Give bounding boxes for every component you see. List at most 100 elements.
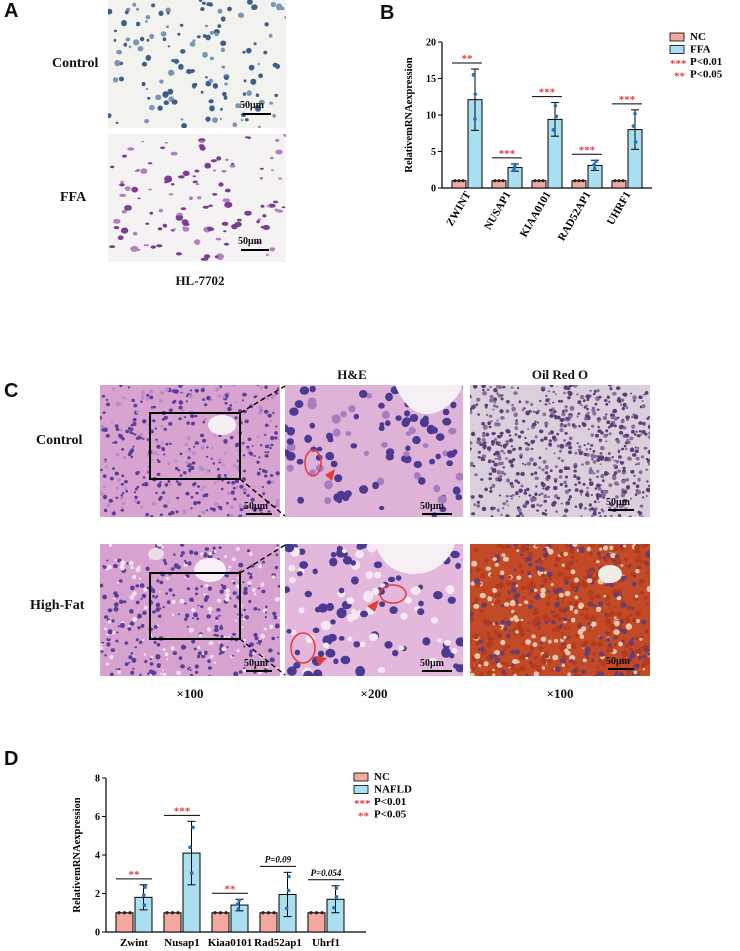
cell	[231, 557, 236, 562]
cell	[632, 652, 636, 655]
cell	[636, 619, 640, 623]
cell	[647, 462, 650, 466]
cell	[207, 428, 210, 430]
cell	[552, 654, 559, 661]
cell	[536, 666, 542, 672]
cell	[137, 626, 141, 630]
cell	[189, 669, 192, 672]
cell	[230, 505, 234, 509]
cell	[164, 561, 168, 566]
cell	[553, 563, 558, 568]
cell	[187, 561, 192, 566]
cell	[208, 78, 214, 83]
cell	[637, 555, 641, 559]
cell	[604, 617, 612, 625]
cell	[503, 647, 507, 652]
cell	[616, 469, 620, 472]
cell	[518, 564, 523, 569]
cell	[205, 34, 211, 41]
cell	[275, 553, 279, 557]
cell	[601, 509, 605, 513]
cell	[187, 667, 190, 671]
cell	[606, 613, 611, 618]
cell	[275, 138, 280, 142]
cell	[532, 410, 535, 413]
cell	[378, 402, 385, 409]
cell	[237, 12, 245, 18]
cell	[632, 481, 636, 485]
cell	[229, 435, 234, 440]
cell	[574, 559, 579, 563]
x-tick-label-nusap1: Nusap1	[164, 937, 199, 949]
cell	[587, 442, 590, 445]
cell	[171, 99, 178, 105]
cell	[128, 655, 133, 660]
cell	[638, 470, 643, 475]
cell	[147, 96, 151, 100]
cell	[591, 458, 594, 461]
cell	[518, 446, 522, 451]
cell	[535, 560, 538, 563]
cell	[533, 623, 537, 627]
cell	[186, 464, 191, 468]
cell	[207, 226, 213, 230]
cell	[497, 443, 500, 446]
cell	[540, 636, 547, 642]
cell	[544, 620, 549, 624]
cell	[257, 587, 260, 590]
cell	[304, 590, 312, 598]
cell	[478, 494, 482, 498]
cell	[163, 504, 168, 508]
cell	[385, 392, 393, 402]
cell	[632, 395, 637, 400]
cell	[587, 601, 594, 607]
cell	[556, 587, 564, 593]
cell	[558, 469, 563, 474]
panel-b-letter: B	[380, 2, 395, 24]
cell	[529, 457, 534, 462]
cell	[567, 635, 572, 640]
cell	[483, 588, 486, 591]
cell	[110, 165, 115, 169]
cell	[119, 183, 125, 187]
cell	[554, 479, 558, 483]
cell	[512, 458, 516, 462]
cell	[130, 455, 134, 459]
x-tick-label-zwint: Zwint	[120, 937, 148, 949]
cell	[613, 464, 617, 468]
cell	[628, 657, 633, 662]
cell	[206, 446, 209, 449]
cell	[492, 587, 498, 593]
cell	[402, 417, 411, 425]
cell	[598, 671, 604, 676]
cell	[154, 427, 157, 430]
cell	[243, 645, 246, 648]
cell	[217, 458, 222, 463]
annotation-circle	[304, 449, 322, 477]
cell	[157, 105, 163, 111]
cell	[543, 499, 547, 503]
cell	[256, 460, 260, 464]
cell	[530, 472, 534, 476]
cell	[256, 642, 259, 645]
cell	[356, 544, 364, 550]
cell	[625, 485, 631, 490]
cell	[121, 19, 127, 27]
data-point	[309, 911, 313, 915]
panel-c-scale-bar-2	[422, 513, 452, 515]
cell	[538, 566, 545, 572]
cell	[265, 665, 269, 669]
cell	[149, 33, 155, 40]
cell	[168, 69, 175, 76]
cell	[525, 400, 529, 404]
cell	[418, 600, 424, 607]
cell	[220, 508, 223, 511]
cell	[492, 408, 495, 411]
cell	[566, 665, 569, 669]
cell	[135, 584, 140, 588]
cell	[587, 629, 591, 632]
cell	[616, 482, 619, 486]
cell	[166, 500, 170, 503]
cell	[426, 424, 436, 435]
cell	[309, 401, 315, 408]
